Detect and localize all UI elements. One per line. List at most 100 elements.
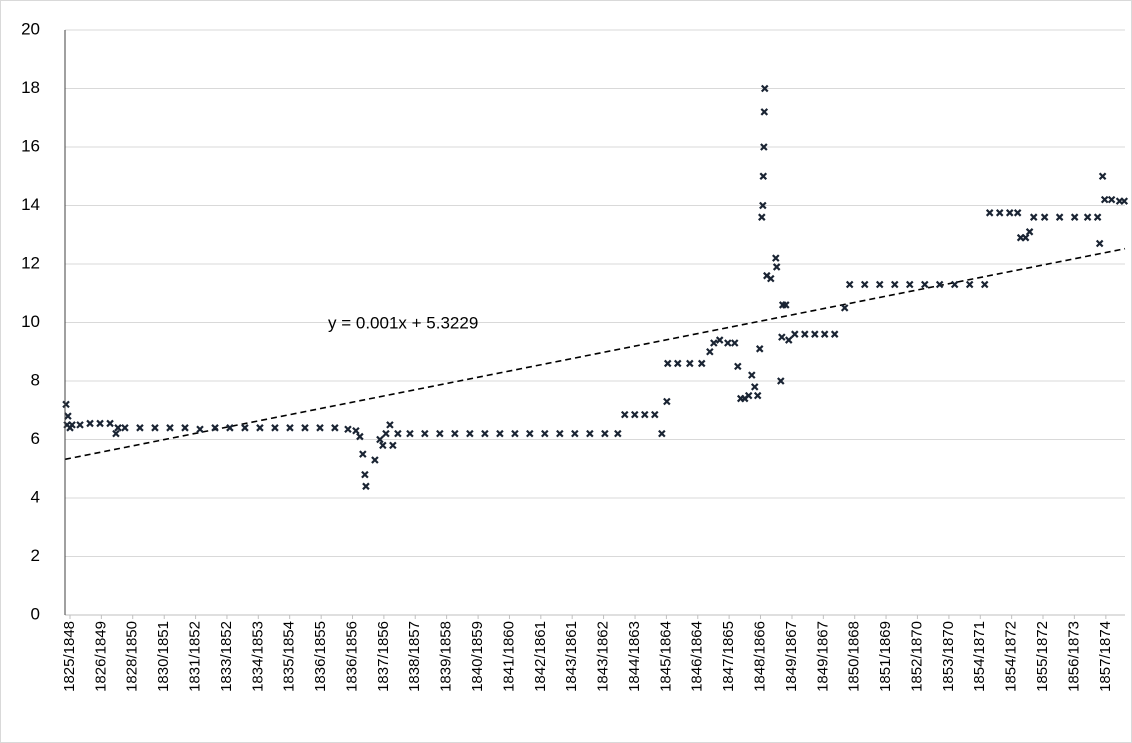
data-point bbox=[772, 263, 781, 271]
data-point bbox=[356, 432, 364, 441]
data-point bbox=[286, 424, 294, 432]
data-point bbox=[112, 429, 120, 438]
data-point bbox=[376, 435, 384, 444]
data-point bbox=[1040, 213, 1049, 221]
data-point bbox=[571, 429, 579, 438]
data-point bbox=[706, 347, 714, 356]
data-point bbox=[755, 345, 764, 353]
trendline bbox=[64, 247, 1126, 461]
data-point bbox=[980, 280, 989, 289]
data-point bbox=[658, 429, 666, 438]
x-tick-label: 1850/1868 bbox=[846, 621, 863, 692]
data-point bbox=[406, 429, 414, 438]
x-tick-label: 1836/1856 bbox=[343, 621, 360, 692]
y-tick-label: 4 bbox=[31, 487, 40, 506]
data-point bbox=[76, 421, 84, 429]
data-point bbox=[1021, 233, 1030, 242]
data-point bbox=[995, 209, 1004, 217]
data-point bbox=[791, 330, 799, 338]
data-point bbox=[511, 429, 519, 438]
data-point bbox=[1093, 213, 1102, 221]
x-tick-label: 1838/1857 bbox=[406, 621, 423, 692]
x-tick-label: 1848/1866 bbox=[751, 621, 768, 692]
data-point bbox=[845, 280, 854, 289]
axes: 0 2 4 6 8 10 12 14 16 18 20 1825/1848 1826/1849 1828/… bbox=[21, 19, 1125, 692]
x-tick-label: 1856/1873 bbox=[1065, 621, 1082, 692]
x-tick-label: 1852/1870 bbox=[908, 621, 925, 692]
data-point bbox=[226, 424, 234, 432]
data-point bbox=[820, 330, 829, 338]
x-tick-label: 1849/1867 bbox=[814, 621, 831, 692]
data-point bbox=[784, 336, 793, 344]
x-tick-label: 1847/1865 bbox=[720, 621, 737, 692]
data-point bbox=[344, 425, 352, 434]
data-point bbox=[1005, 209, 1014, 217]
data-point bbox=[760, 143, 768, 151]
x-tick-label: 1825/1848 bbox=[61, 621, 78, 692]
data-point bbox=[748, 371, 756, 379]
data-point bbox=[697, 359, 706, 368]
data-point bbox=[382, 429, 390, 438]
data-point bbox=[352, 426, 360, 435]
data-point bbox=[136, 424, 144, 432]
data-point bbox=[436, 429, 444, 438]
x-tick-label: 1841/1860 bbox=[500, 621, 517, 692]
x-tick-label: 1828/1850 bbox=[124, 621, 141, 692]
data-point bbox=[361, 470, 369, 479]
data-point bbox=[121, 424, 129, 432]
x-tick-label: 1837/1856 bbox=[375, 621, 392, 692]
x-tick-label: 1836/1855 bbox=[312, 621, 329, 692]
data-point bbox=[601, 429, 609, 438]
data-point bbox=[801, 330, 809, 338]
data-point bbox=[1098, 172, 1107, 181]
data-point bbox=[630, 410, 639, 419]
data-point bbox=[389, 441, 397, 450]
data-point bbox=[778, 333, 786, 341]
data-point bbox=[181, 424, 189, 432]
data-point bbox=[965, 280, 974, 289]
x-tick-label: 1842/1861 bbox=[532, 621, 549, 692]
data-point bbox=[840, 304, 849, 312]
x-tick-label: 1839/1858 bbox=[438, 621, 455, 692]
data-point bbox=[734, 362, 742, 371]
x-tick-label: 1849/1867 bbox=[783, 621, 800, 692]
data-point bbox=[526, 429, 534, 438]
data-point bbox=[96, 419, 104, 428]
data-point bbox=[1120, 197, 1129, 205]
data-point bbox=[724, 339, 732, 347]
y-tick-label: 2 bbox=[31, 546, 40, 565]
data-point bbox=[1070, 213, 1079, 221]
data-point bbox=[744, 391, 753, 400]
data-point bbox=[759, 201, 767, 210]
data-point bbox=[556, 429, 564, 438]
data-point bbox=[151, 424, 159, 432]
data-point bbox=[166, 424, 174, 432]
x-tick-label: 1831/1852 bbox=[187, 621, 204, 692]
y-tick-label: 18 bbox=[21, 78, 40, 97]
data-point bbox=[1029, 213, 1038, 221]
data-point bbox=[466, 429, 474, 438]
x-tick-label: 1857/1874 bbox=[1097, 621, 1114, 692]
data-point bbox=[421, 429, 429, 438]
data-point bbox=[114, 424, 122, 432]
data-point bbox=[759, 172, 768, 181]
data-point bbox=[620, 410, 629, 419]
data-point bbox=[1013, 209, 1022, 217]
data-point bbox=[1055, 213, 1064, 221]
y-tick-label: 12 bbox=[21, 253, 40, 272]
y-tick-label: 10 bbox=[21, 312, 40, 331]
data-point bbox=[767, 274, 775, 283]
x-tick-label: 1835/1854 bbox=[281, 621, 298, 692]
data-point bbox=[62, 400, 70, 409]
data-point bbox=[905, 280, 914, 289]
data-point bbox=[935, 280, 944, 289]
data-point bbox=[359, 450, 367, 458]
y-tick-label: 14 bbox=[21, 195, 40, 214]
data-point bbox=[68, 421, 76, 429]
data-point bbox=[830, 330, 839, 338]
data-point bbox=[541, 429, 549, 438]
data-point bbox=[950, 280, 959, 289]
